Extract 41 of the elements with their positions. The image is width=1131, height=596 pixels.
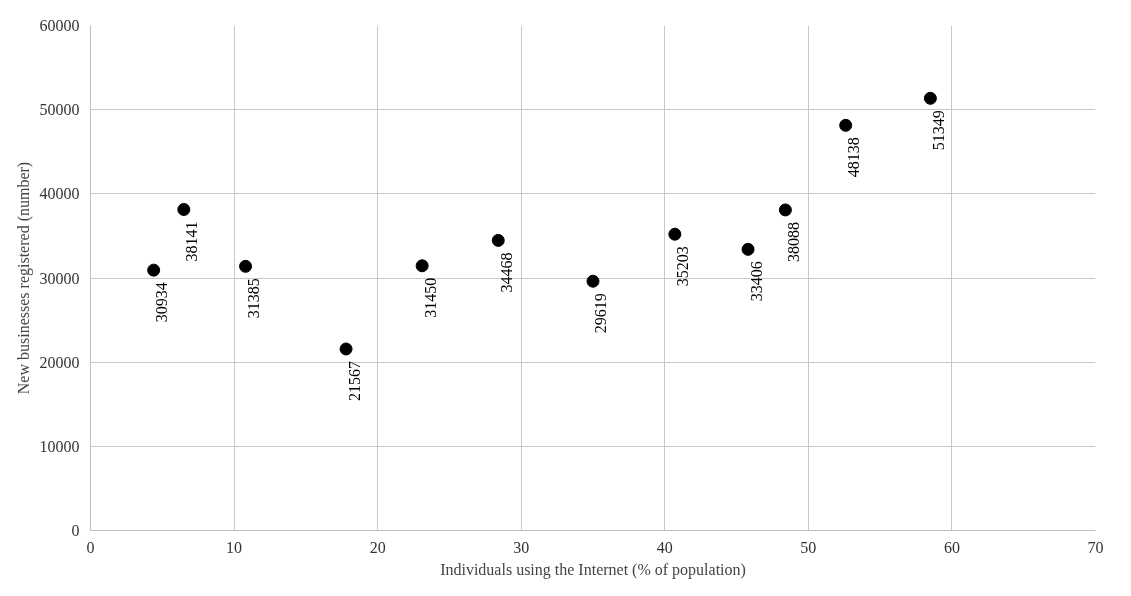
point: [668, 227, 682, 241]
data-label: 31385: [245, 278, 263, 319]
y-axis-title: New businesses registered (number): [14, 161, 33, 395]
point: [491, 233, 505, 247]
point: [415, 259, 429, 273]
y-tick-label: 10000: [39, 437, 80, 455]
point: [339, 342, 353, 356]
y-tick-label: 20000: [39, 353, 80, 371]
x-tick-label: 10: [226, 538, 243, 556]
data-label: 48138: [845, 137, 863, 178]
data-label: 31450: [421, 277, 439, 318]
x-axis-title: Individuals using the Internet (% of population): [440, 560, 746, 579]
x-tick-label: 20: [369, 538, 386, 556]
x-tick-label: 60: [943, 538, 960, 556]
y-tick-label: 30000: [39, 269, 80, 287]
y-tick-label: 40000: [39, 185, 80, 203]
x-tick-label: 70: [1087, 538, 1104, 556]
data-label: 30934: [153, 282, 171, 323]
data-label: 34468: [497, 252, 515, 293]
data-label: 33406: [747, 261, 765, 302]
data-label: 29619: [592, 293, 610, 334]
x-tick-label: 30: [513, 538, 530, 556]
point: [741, 242, 755, 256]
point: [923, 91, 937, 105]
data-label: 35203: [674, 246, 692, 287]
y-tick-label: 0: [71, 522, 80, 539]
y-tick-label: 50000: [39, 101, 80, 119]
x-tick-label: 50: [800, 538, 817, 556]
point: [147, 263, 161, 277]
data-label: 51349: [929, 110, 947, 151]
point: [778, 203, 792, 217]
x-tick-label: 0: [86, 538, 95, 556]
point: [586, 274, 600, 288]
y-tick-label: 60000: [39, 17, 80, 34]
data-label: 38088: [784, 221, 802, 262]
data-label: 21567: [345, 360, 363, 401]
point: [239, 259, 253, 273]
x-tick-label: 40: [656, 538, 673, 556]
point: [177, 202, 191, 216]
point: [839, 118, 853, 132]
data-label: 38141: [183, 221, 201, 262]
